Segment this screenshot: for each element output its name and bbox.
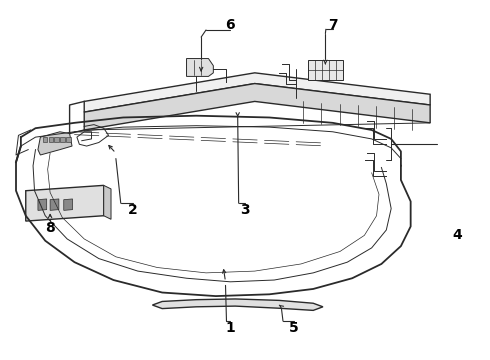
Polygon shape — [84, 73, 430, 112]
Polygon shape — [54, 137, 59, 143]
Text: 7: 7 — [328, 18, 338, 32]
Text: 6: 6 — [225, 18, 235, 32]
Text: 2: 2 — [128, 203, 138, 217]
Polygon shape — [66, 137, 71, 143]
Polygon shape — [60, 137, 65, 143]
Text: 1: 1 — [225, 321, 235, 335]
Polygon shape — [38, 199, 47, 210]
Polygon shape — [104, 185, 111, 219]
Polygon shape — [308, 60, 343, 80]
Polygon shape — [187, 59, 213, 76]
Polygon shape — [43, 137, 47, 143]
Text: 3: 3 — [240, 203, 250, 217]
Text: 5: 5 — [289, 321, 298, 335]
Polygon shape — [26, 185, 104, 221]
Polygon shape — [50, 199, 59, 210]
Text: 8: 8 — [45, 221, 55, 235]
Polygon shape — [38, 132, 72, 155]
Polygon shape — [152, 299, 323, 310]
Polygon shape — [84, 84, 430, 130]
Polygon shape — [64, 199, 73, 210]
Text: 4: 4 — [452, 228, 462, 242]
Polygon shape — [49, 137, 53, 143]
